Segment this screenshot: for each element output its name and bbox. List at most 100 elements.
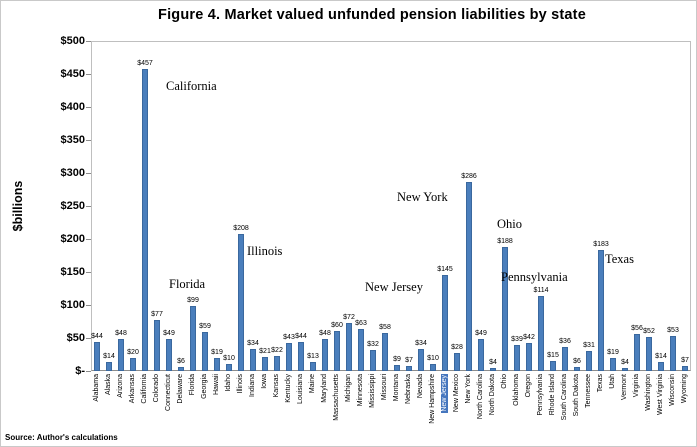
value-label-arkansas: $20: [127, 349, 139, 356]
value-label-south-dakota: $6: [573, 358, 581, 365]
x-tick-label-north-dakota: North Dakota: [489, 374, 496, 416]
bar-missouri: [382, 333, 388, 371]
value-label-indiana: $34: [247, 340, 259, 347]
x-tick-label-oklahoma: Oklahoma: [513, 374, 520, 406]
bar-north-dakota: [490, 368, 496, 371]
x-tick-label-arizona: Arizona: [117, 374, 124, 398]
bar-west-virginia: [658, 362, 664, 371]
value-label-california: $457: [137, 60, 153, 67]
annotation-texas: Texas: [605, 252, 634, 266]
bar-utah: [610, 358, 616, 371]
value-label-idaho: $10: [223, 355, 235, 362]
bar-iowa: [262, 357, 268, 371]
bar-maryland: [322, 339, 328, 371]
x-tick-label-wisconsin: Wisconsin: [669, 374, 676, 406]
y-tick-mark: [86, 206, 91, 207]
x-tick-label-alaska: Alaska: [105, 374, 112, 396]
x-tick-label-rhode-island: Rhode Island: [549, 374, 556, 416]
x-tick-label-louisiana: Louisiana: [297, 374, 304, 404]
bar-vermont: [622, 368, 628, 371]
value-label-new-hampshire: $10: [427, 355, 439, 362]
bar-arizona: [118, 339, 124, 371]
bar-wisconsin: [670, 336, 676, 371]
x-tick-label-delaware: Delaware: [177, 374, 184, 404]
x-tick-label-south-carolina: South Carolina: [561, 374, 568, 421]
bar-indiana: [250, 349, 256, 371]
y-tick-mark: [86, 272, 91, 273]
bar-tennessee: [586, 351, 592, 371]
value-label-massachusetts: $60: [331, 322, 343, 329]
bar-washington: [646, 337, 652, 371]
x-tick-label-ohio: Ohio: [501, 374, 508, 389]
bar-pennsylvania: [538, 296, 544, 371]
annotation-pennsylvania: Pennsylvania: [501, 270, 568, 284]
value-label-north-carolina: $49: [475, 330, 487, 337]
y-tick-mark: [86, 371, 91, 372]
value-label-oklahoma: $39: [511, 336, 523, 343]
bar-wyoming: [682, 366, 688, 371]
annotation-illinois: Illinois: [247, 244, 283, 258]
y-tick-label: $500: [60, 35, 85, 47]
x-tick-label-tennessee: Tennessee: [585, 374, 592, 408]
value-label-wisconsin: $53: [667, 327, 679, 334]
y-tick-mark: [86, 173, 91, 174]
x-tick-label-hawaii: Hawaii: [213, 374, 220, 396]
annotation-new-york: New York: [397, 190, 448, 204]
bar-arkansas: [130, 358, 136, 371]
x-tick-label-nevada: Nevada: [417, 374, 424, 399]
value-label-virginia: $56: [631, 325, 643, 332]
value-label-iowa: $21: [259, 348, 271, 355]
value-label-minnesota: $63: [355, 320, 367, 327]
x-tick-label-colorado: Colorado: [153, 374, 160, 403]
bar-oklahoma: [514, 345, 520, 371]
x-tick-label-wyoming: Wyoming: [681, 374, 688, 404]
value-label-utah: $19: [607, 349, 619, 356]
value-label-rhode-island: $15: [547, 352, 559, 359]
x-tick-label-oregon: Oregon: [525, 374, 532, 398]
value-label-mississippi: $32: [367, 341, 379, 348]
bar-hawaii: [214, 358, 220, 371]
bar-mississippi: [370, 350, 376, 371]
x-tick-label-virginia: Virginia: [633, 374, 640, 398]
x-tick-label-connecticut: Connecticut: [165, 374, 172, 411]
value-label-montana: $9: [393, 356, 401, 363]
bar-illinois: [238, 234, 244, 371]
annotation-new-jersey: New Jersey: [365, 280, 423, 294]
bar-montana: [394, 365, 400, 371]
x-tick-label-new-york: New York: [465, 374, 472, 404]
x-tick-label-idaho: Idaho: [225, 374, 232, 392]
x-tick-label-west-virginia: West Virginia: [657, 374, 664, 415]
y-tick-label: $300: [60, 167, 85, 179]
value-label-delaware: $6: [177, 358, 185, 365]
x-tick-label-georgia: Georgia: [201, 374, 208, 399]
value-label-georgia: $59: [199, 323, 211, 330]
y-tick-mark: [86, 239, 91, 240]
annotation-california: California: [166, 79, 217, 93]
value-label-west-virginia: $14: [655, 353, 667, 360]
value-label-new-york: $286: [461, 173, 477, 180]
bar-california: [142, 69, 148, 371]
x-tick-label-utah: Utah: [609, 374, 616, 389]
bar-texas: [598, 250, 604, 371]
bar-south-dakota: [574, 367, 580, 371]
value-label-tennessee: $31: [583, 342, 595, 349]
y-tick-label: $250: [60, 200, 85, 212]
x-tick-label-kentucky: Kentucky: [285, 374, 292, 403]
bar-georgia: [202, 332, 208, 371]
bar-maine: [310, 362, 316, 371]
value-label-connecticut: $49: [163, 330, 175, 337]
value-label-new-mexico: $28: [451, 344, 463, 351]
bar-alaska: [106, 362, 112, 371]
x-tick-label-michigan: Michigan: [345, 374, 352, 403]
bar-south-carolina: [562, 347, 568, 371]
y-axis-title: $billions: [11, 180, 25, 232]
bar-delaware: [178, 367, 184, 371]
chart-title: Figure 4. Market valued unfunded pension…: [158, 7, 586, 23]
source-note: Source: Author's calculations: [5, 433, 118, 442]
y-tick-label: $50: [66, 332, 85, 344]
value-label-nebraska: $7: [405, 357, 413, 364]
bar-oregon: [526, 343, 532, 371]
bar-nevada: [418, 349, 424, 371]
bar-kentucky: [286, 343, 292, 371]
x-tick-label-montana: Montana: [393, 374, 400, 402]
